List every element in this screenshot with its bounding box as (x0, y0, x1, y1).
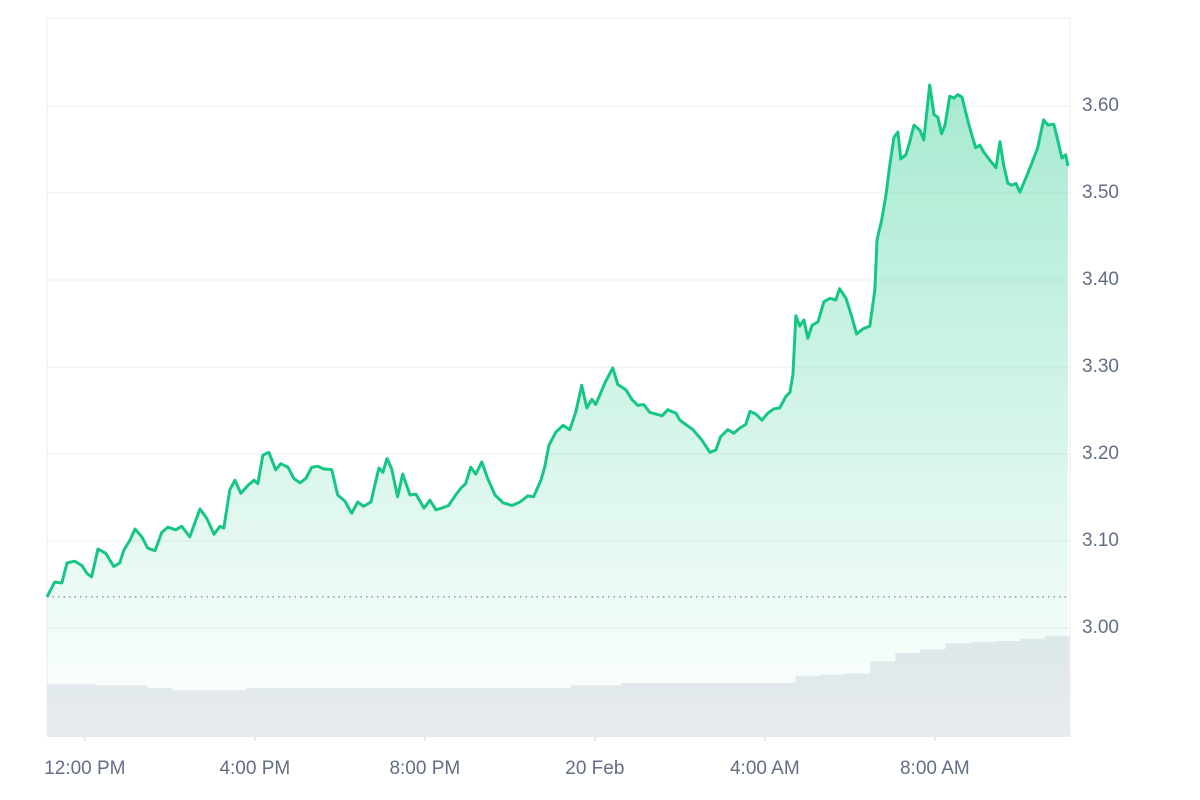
y-tick-label: 3.60 (1082, 95, 1119, 116)
x-tick-label: 20 Feb (565, 758, 624, 779)
y-tick-label: 3.50 (1082, 182, 1119, 203)
y-tick-label: 3.10 (1082, 530, 1119, 551)
x-tick-label: 4:00 AM (730, 758, 800, 779)
x-tick-label: 8:00 PM (389, 758, 460, 779)
x-tick-label: 4:00 PM (219, 758, 290, 779)
price-line (45, 83, 1070, 598)
y-tick-label: 3.30 (1082, 356, 1119, 377)
y-tick-label: 3.00 (1082, 617, 1119, 638)
y-tick-label: 3.20 (1082, 443, 1119, 464)
x-tick-label: 8:00 AM (900, 758, 970, 779)
area-fill (47, 85, 1068, 737)
x-tick-label: 12:00 PM (44, 758, 125, 779)
y-tick-label: 3.40 (1082, 269, 1119, 290)
